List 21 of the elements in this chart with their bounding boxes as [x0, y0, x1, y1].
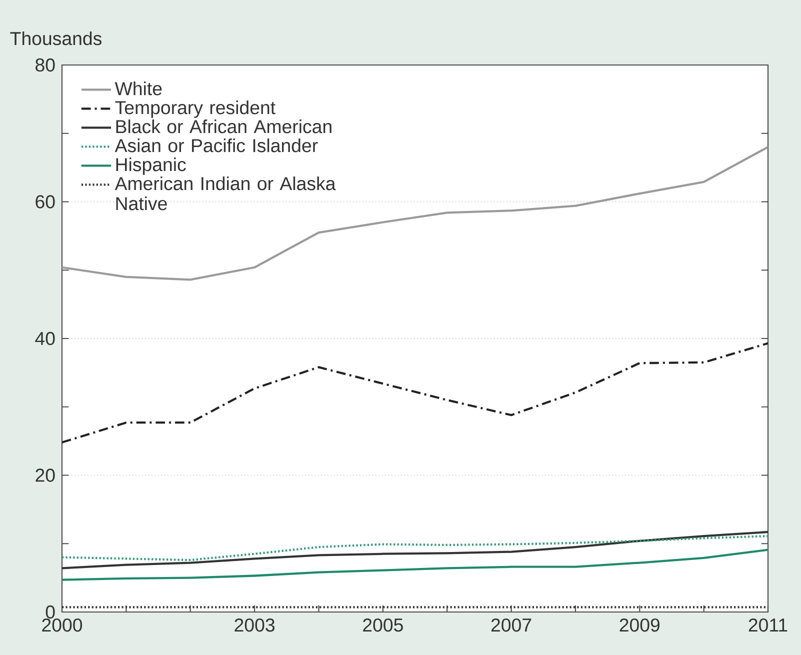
x-tick-label: 2000 — [42, 618, 82, 632]
line-series — [62, 548, 768, 581]
legend-label: Temporary resident — [115, 100, 276, 118]
legend-label: American Indian or Alaska Native — [114, 176, 336, 210]
y-tick-label: 80 — [36, 58, 55, 72]
x-tick-label: 2011 — [748, 618, 788, 632]
x-tick-label: 2009 — [620, 618, 660, 632]
x-tick-label: 2003 — [234, 618, 274, 632]
y-tick-label: 20 — [36, 468, 55, 482]
legend-label: Black or African American — [116, 120, 332, 134]
y-tick-label: 0 — [46, 605, 55, 619]
y-axis-title: Thousands — [10, 31, 102, 46]
y-tick-label: 40 — [35, 332, 55, 346]
line-series — [62, 530, 768, 570]
legend-label: White — [114, 82, 162, 96]
line-series — [62, 535, 768, 562]
y-tick-label: 60 — [36, 195, 55, 208]
legend-label: Hispanic — [116, 158, 186, 175]
x-tick-label: 2005 — [363, 618, 403, 632]
x-tick-label: 2007 — [491, 618, 532, 632]
legend-label: Asian or Pacific Islander — [114, 138, 318, 152]
